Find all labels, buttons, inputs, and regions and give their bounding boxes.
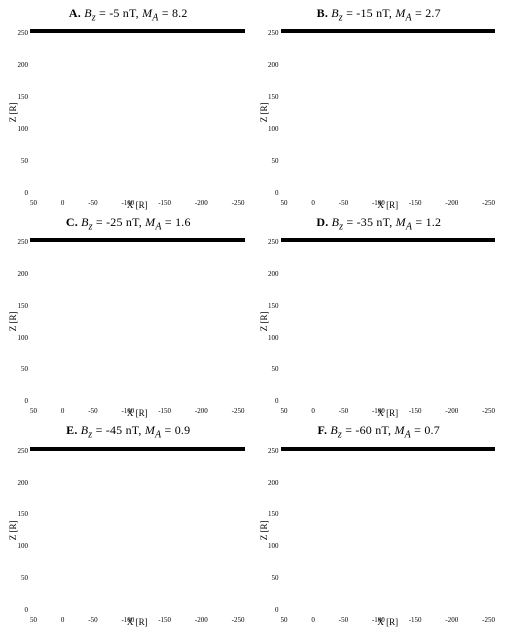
panel-params: Bz = -5 nT, MA = 8.2 — [84, 6, 187, 20]
axes: J_y [nA/m^2] 0.00018E-056E-054E-052E-050… — [281, 29, 496, 196]
panel-params: Bz = -25 nT, MA = 1.6 — [81, 215, 191, 229]
panel-letter: F. — [318, 423, 328, 437]
panel-grid: A. Bz = -5 nT, MA = 8.2 J_y [nA/m^2] 0.0… — [0, 0, 507, 634]
panel-params: Bz = -60 nT, MA = 0.7 — [330, 423, 440, 437]
panel-title: A. Bz = -5 nT, MA = 8.2 — [8, 6, 249, 23]
x-axis-label: X [R] — [30, 617, 245, 627]
plot-area: J_y [nA/m^2] 0.00018E-056E-054E-052E-050… — [281, 447, 496, 451]
x-axis-label: X [R] — [281, 200, 496, 210]
panel-letter: B. — [317, 6, 328, 20]
axes: J_y [nA/m^2] 0.00018E-056E-054E-052E-050… — [281, 238, 496, 405]
panel-title: E. Bz = -45 nT, MA = 0.9 — [8, 423, 249, 440]
panel-letter: A. — [69, 6, 81, 20]
plot-area: J_y [nA/m^2] 0.00018E-056E-054E-052E-050… — [30, 447, 245, 451]
panel-title: F. Bz = -60 nT, MA = 0.7 — [259, 423, 500, 440]
panel-title: D. Bz = -35 nT, MA = 1.2 — [259, 215, 500, 232]
x-axis-label: X [R] — [30, 408, 245, 418]
panel-C: C. Bz = -25 nT, MA = 1.6 J_y [nA/m^2] 0.… — [8, 215, 249, 420]
panel-letter: D. — [316, 215, 328, 229]
panel-params: Bz = -45 nT, MA = 0.9 — [81, 423, 191, 437]
panel-params: Bz = -35 nT, MA = 1.2 — [332, 215, 442, 229]
plot-area: J_y [nA/m^2] 0.00018E-056E-054E-052E-050… — [281, 29, 496, 33]
y-axis-label: Z [R] — [8, 238, 18, 405]
panel-B: B. Bz = -15 nT, MA = 2.7 J_y [nA/m^2] 0.… — [259, 6, 500, 211]
panel-E: E. Bz = -45 nT, MA = 0.9 J_y [nA/m^2] 0.… — [8, 423, 249, 628]
axes: J_y [nA/m^2] 0.00018E-056E-054E-052E-050… — [30, 29, 245, 196]
panel-params: Bz = -15 nT, MA = 2.7 — [331, 6, 441, 20]
y-axis-label: Z [R] — [8, 29, 18, 196]
axes: J_y [nA/m^2] 0.00018E-056E-054E-052E-050… — [30, 238, 245, 405]
panel-F: F. Bz = -60 nT, MA = 0.7 J_y [nA/m^2] 0.… — [259, 423, 500, 628]
panel-letter: C. — [66, 215, 78, 229]
axes: J_y [nA/m^2] 0.00018E-056E-054E-052E-050… — [281, 447, 496, 614]
panel-A: A. Bz = -5 nT, MA = 8.2 J_y [nA/m^2] 0.0… — [8, 6, 249, 211]
axes: J_y [nA/m^2] 0.00018E-056E-054E-052E-050… — [30, 447, 245, 614]
y-axis-label: Z [R] — [259, 447, 269, 614]
x-axis-label: X [R] — [281, 408, 496, 418]
x-axis-label: X [R] — [30, 200, 245, 210]
figure-root: { "figure": { "width_px": 507, "height_p… — [0, 0, 507, 634]
plot-area: J_y [nA/m^2] 0.00018E-056E-054E-052E-050… — [30, 29, 245, 33]
y-axis-label: Z [R] — [259, 238, 269, 405]
panel-title: C. Bz = -25 nT, MA = 1.6 — [8, 215, 249, 232]
plot-area: J_y [nA/m^2] 0.00018E-056E-054E-052E-050… — [30, 238, 245, 242]
y-axis-label: Z [R] — [259, 29, 269, 196]
y-axis-label: Z [R] — [8, 447, 18, 614]
panel-D: D. Bz = -35 nT, MA = 1.2 J_y [nA/m^2] 0.… — [259, 215, 500, 420]
panel-letter: E. — [66, 423, 77, 437]
x-axis-label: X [R] — [281, 617, 496, 627]
plot-area: J_y [nA/m^2] 0.00018E-056E-054E-052E-050… — [281, 238, 496, 242]
panel-title: B. Bz = -15 nT, MA = 2.7 — [259, 6, 500, 23]
